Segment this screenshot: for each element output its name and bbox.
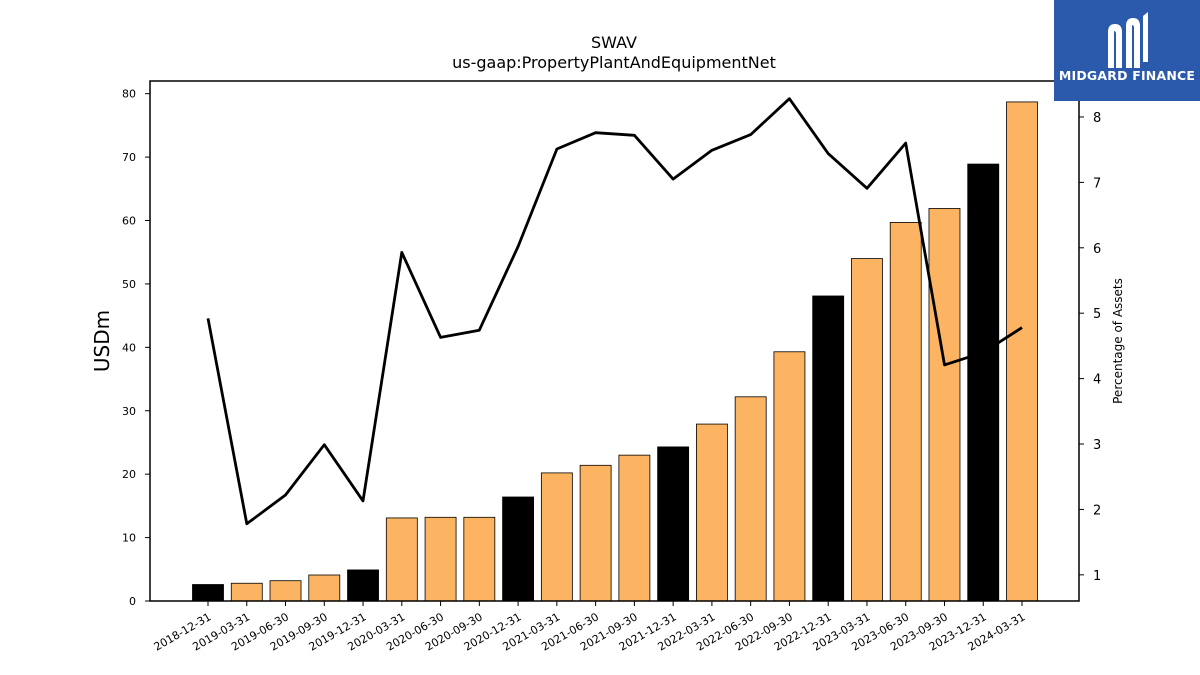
y-tick-label: 0 bbox=[129, 595, 136, 608]
x-axis-ticks: 2018-12-312019-03-312019-06-302019-09-30… bbox=[152, 601, 1028, 654]
bar-2023-09-30 bbox=[928, 208, 961, 602]
bar-2021-06-30 bbox=[579, 464, 612, 602]
y-tick-label: 30 bbox=[122, 405, 136, 418]
y-tick-label: 10 bbox=[122, 532, 136, 545]
y2-tick-label: 1 bbox=[1093, 569, 1101, 584]
bar-2022-12-31 bbox=[812, 295, 845, 602]
bar-2020-12-31 bbox=[502, 496, 535, 602]
bar-2020-09-30 bbox=[463, 516, 496, 602]
y2-axis-label: Percentage of Assets bbox=[1111, 278, 1125, 404]
y-tick-label: 20 bbox=[122, 468, 136, 481]
bars-group bbox=[192, 101, 1038, 602]
bar-2018-12-31 bbox=[192, 584, 224, 602]
bar-2023-06-30 bbox=[889, 222, 922, 602]
bar-2019-06-30 bbox=[269, 580, 302, 602]
y2-tick-label: 3 bbox=[1093, 438, 1101, 453]
bar-2019-03-31 bbox=[230, 582, 263, 602]
y2-tick-label: 8 bbox=[1093, 111, 1101, 126]
y2-tick-label: 2 bbox=[1093, 503, 1101, 518]
y2-tick-label: 6 bbox=[1093, 242, 1101, 257]
bar-2023-03-31 bbox=[851, 258, 883, 602]
bar-2024-03-31 bbox=[1006, 101, 1038, 602]
bar-2020-03-31 bbox=[385, 517, 418, 602]
bar-2022-09-30 bbox=[773, 351, 806, 602]
y2-axis-ticks: 1 2 3 4 5 6 7 8 bbox=[1079, 111, 1101, 584]
bar-2020-06-30 bbox=[424, 516, 457, 602]
percentage-line bbox=[206, 97, 1023, 526]
y2-tick-label: 5 bbox=[1093, 307, 1101, 322]
bar-2022-06-30 bbox=[734, 396, 767, 602]
bar-2019-09-30 bbox=[308, 574, 341, 602]
y-tick-label: 50 bbox=[122, 278, 136, 291]
bar-2022-03-31 bbox=[696, 423, 728, 602]
y2-tick-label: 7 bbox=[1093, 176, 1101, 191]
midgard-finance-logo: MIDGARD FINANCE bbox=[1054, 0, 1200, 101]
bar-2021-03-31 bbox=[540, 472, 573, 602]
y-tick-label: 80 bbox=[122, 88, 136, 101]
logo-text: MIDGARD FINANCE bbox=[1058, 68, 1196, 83]
y-tick-label: 40 bbox=[122, 341, 136, 354]
y-axis-ticks: 0 10 20 30 40 50 60 70 80 bbox=[122, 88, 150, 608]
bar-2021-09-30 bbox=[618, 454, 651, 602]
plot-frame bbox=[149, 80, 1080, 602]
y2-tick-label: 4 bbox=[1093, 373, 1101, 388]
y-axis-label: USDm bbox=[90, 310, 114, 372]
chart-subtitle: us-gaap:PropertyPlantAndEquipmentNet bbox=[452, 53, 776, 72]
bar-2023-12-31 bbox=[967, 163, 1000, 602]
bar-2021-12-31 bbox=[657, 446, 690, 602]
line-group bbox=[206, 97, 1023, 526]
midgard-m-logo-icon bbox=[1108, 12, 1148, 68]
chart-title: SWAV bbox=[591, 33, 637, 52]
y-tick-label: 70 bbox=[122, 151, 136, 164]
bar-2019-12-31 bbox=[347, 569, 379, 602]
y-tick-label: 60 bbox=[122, 215, 136, 228]
